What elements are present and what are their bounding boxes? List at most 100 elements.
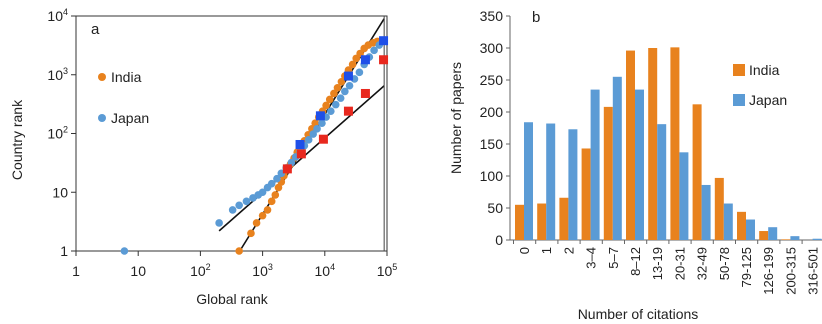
- panel-a-label: a: [91, 21, 100, 38]
- point-japan: [327, 107, 335, 115]
- x-tick-label: 10: [130, 263, 146, 279]
- bar-japan: [768, 227, 778, 240]
- point-japan: [235, 201, 243, 210]
- point-india: [252, 219, 261, 227]
- x-tick-label: 105: [377, 262, 398, 279]
- bar-india: [648, 48, 658, 240]
- bar-india: [626, 50, 635, 241]
- panel-a-x-axis-label: Global rank: [196, 291, 269, 307]
- point-japan: [304, 136, 313, 144]
- point-japan: [345, 81, 354, 90]
- y-tick-label: 10: [52, 184, 68, 200]
- x-tick-label: 13-19: [650, 247, 665, 280]
- point-india: [330, 89, 338, 98]
- y-tick-label: 102: [47, 125, 68, 142]
- y-tick-label: 250: [480, 72, 504, 88]
- y-tick-label: 300: [480, 40, 504, 56]
- legend-japan-marker: [98, 114, 106, 122]
- point-india: [263, 206, 272, 214]
- legend-india-label: India: [111, 69, 142, 85]
- point-japan: [331, 100, 340, 109]
- x-tick-label: 20-31: [672, 247, 687, 280]
- point-japan: [355, 68, 364, 77]
- square-marker-india: [318, 134, 328, 144]
- x-tick-label: 103: [252, 262, 273, 279]
- bar-japan: [568, 129, 578, 240]
- x-tick-label: 8–12: [628, 247, 643, 276]
- panel-a-axis-ticks: 1 10 102 103 104 105 1 10 102 103 104: [47, 7, 397, 279]
- point-japan: [370, 46, 378, 55]
- point-india: [325, 95, 334, 104]
- bar-japan: [679, 152, 689, 240]
- point-japan: [242, 197, 251, 206]
- bar-india: [581, 148, 591, 240]
- x-tick-label: 1: [72, 263, 80, 279]
- bar-india: [559, 197, 569, 240]
- bar-india: [515, 204, 524, 240]
- point-india: [274, 183, 283, 192]
- legend-japan-label: Japan: [111, 110, 149, 126]
- bar-india: [781, 239, 791, 240]
- bar-japan: [657, 124, 667, 240]
- panel-a-plot-area: [75, 15, 388, 252]
- square-marker-india: [282, 164, 292, 174]
- panel-a-y-axis-label: Country rank: [9, 99, 25, 180]
- point-japan: [318, 119, 326, 127]
- x-tick-label: 1: [539, 247, 554, 254]
- y-tick-label: 104: [47, 7, 68, 24]
- legend-india-label: India: [749, 62, 780, 78]
- panel-a-chart: 1 10 102 103 104 105 1 10 102 103 104 a India Japa…: [9, 7, 397, 307]
- bar-japan: [746, 219, 755, 240]
- square-marker-japan: [379, 36, 389, 46]
- point-india: [247, 229, 255, 238]
- x-tick-label: 316-501: [806, 247, 821, 295]
- point-japan: [313, 125, 321, 133]
- y-tick-label: 103: [47, 66, 68, 83]
- bar-japan: [701, 184, 711, 240]
- bar-japan: [546, 123, 556, 240]
- legend-india-swatch: [733, 64, 745, 76]
- bar-india: [670, 47, 680, 240]
- square-marker-india: [379, 55, 389, 65]
- bar-india: [537, 203, 547, 240]
- panel-b-axis-ticks: 0 50 100 150 200 250 300 350: [480, 8, 803, 248]
- panel-a-square-markers: [282, 36, 389, 174]
- point-india: [258, 211, 267, 220]
- panel-a-data-points: [120, 36, 387, 255]
- y-tick-label: 200: [480, 104, 504, 120]
- point-india: [333, 83, 342, 92]
- y-tick-label: 50: [487, 200, 503, 216]
- y-tick-label: 150: [480, 136, 504, 152]
- y-tick-label: 0: [495, 232, 503, 248]
- x-tick-label: 2: [561, 247, 576, 254]
- square-marker-japan: [360, 55, 370, 65]
- bar-japan: [635, 89, 644, 240]
- point-india: [348, 60, 357, 69]
- bar-japan: [590, 89, 600, 240]
- point-japan: [309, 130, 317, 138]
- bar-japan: [812, 238, 822, 240]
- legend-india-marker: [98, 73, 106, 81]
- panel-b-category-labels: 0 1 2 3–4 5–7 8–12 13-19 20-31 32-49 50-78 79-125 1…: [517, 247, 821, 295]
- point-japan: [258, 188, 267, 197]
- legend-japan-label: Japan: [749, 92, 787, 108]
- panel-b-bars: [515, 47, 822, 241]
- y-tick-label: 100: [480, 168, 504, 184]
- legend-japan-swatch: [733, 94, 745, 106]
- panel-a-legend: India Japan: [98, 69, 149, 126]
- panel-b-y-axis-label: Number of papers: [448, 62, 464, 174]
- square-marker-japan: [315, 111, 325, 121]
- point-japan: [215, 219, 223, 227]
- bar-japan: [790, 236, 800, 240]
- square-marker-india: [343, 106, 353, 116]
- point-japan: [120, 247, 129, 255]
- x-tick-label: 200-315: [783, 247, 798, 295]
- square-marker-india: [360, 88, 370, 98]
- square-marker-india: [296, 149, 306, 159]
- point-japan: [336, 94, 345, 102]
- panel-b-label: b: [532, 9, 540, 26]
- x-tick-label: 50-78: [717, 247, 732, 280]
- bar-india: [759, 231, 769, 240]
